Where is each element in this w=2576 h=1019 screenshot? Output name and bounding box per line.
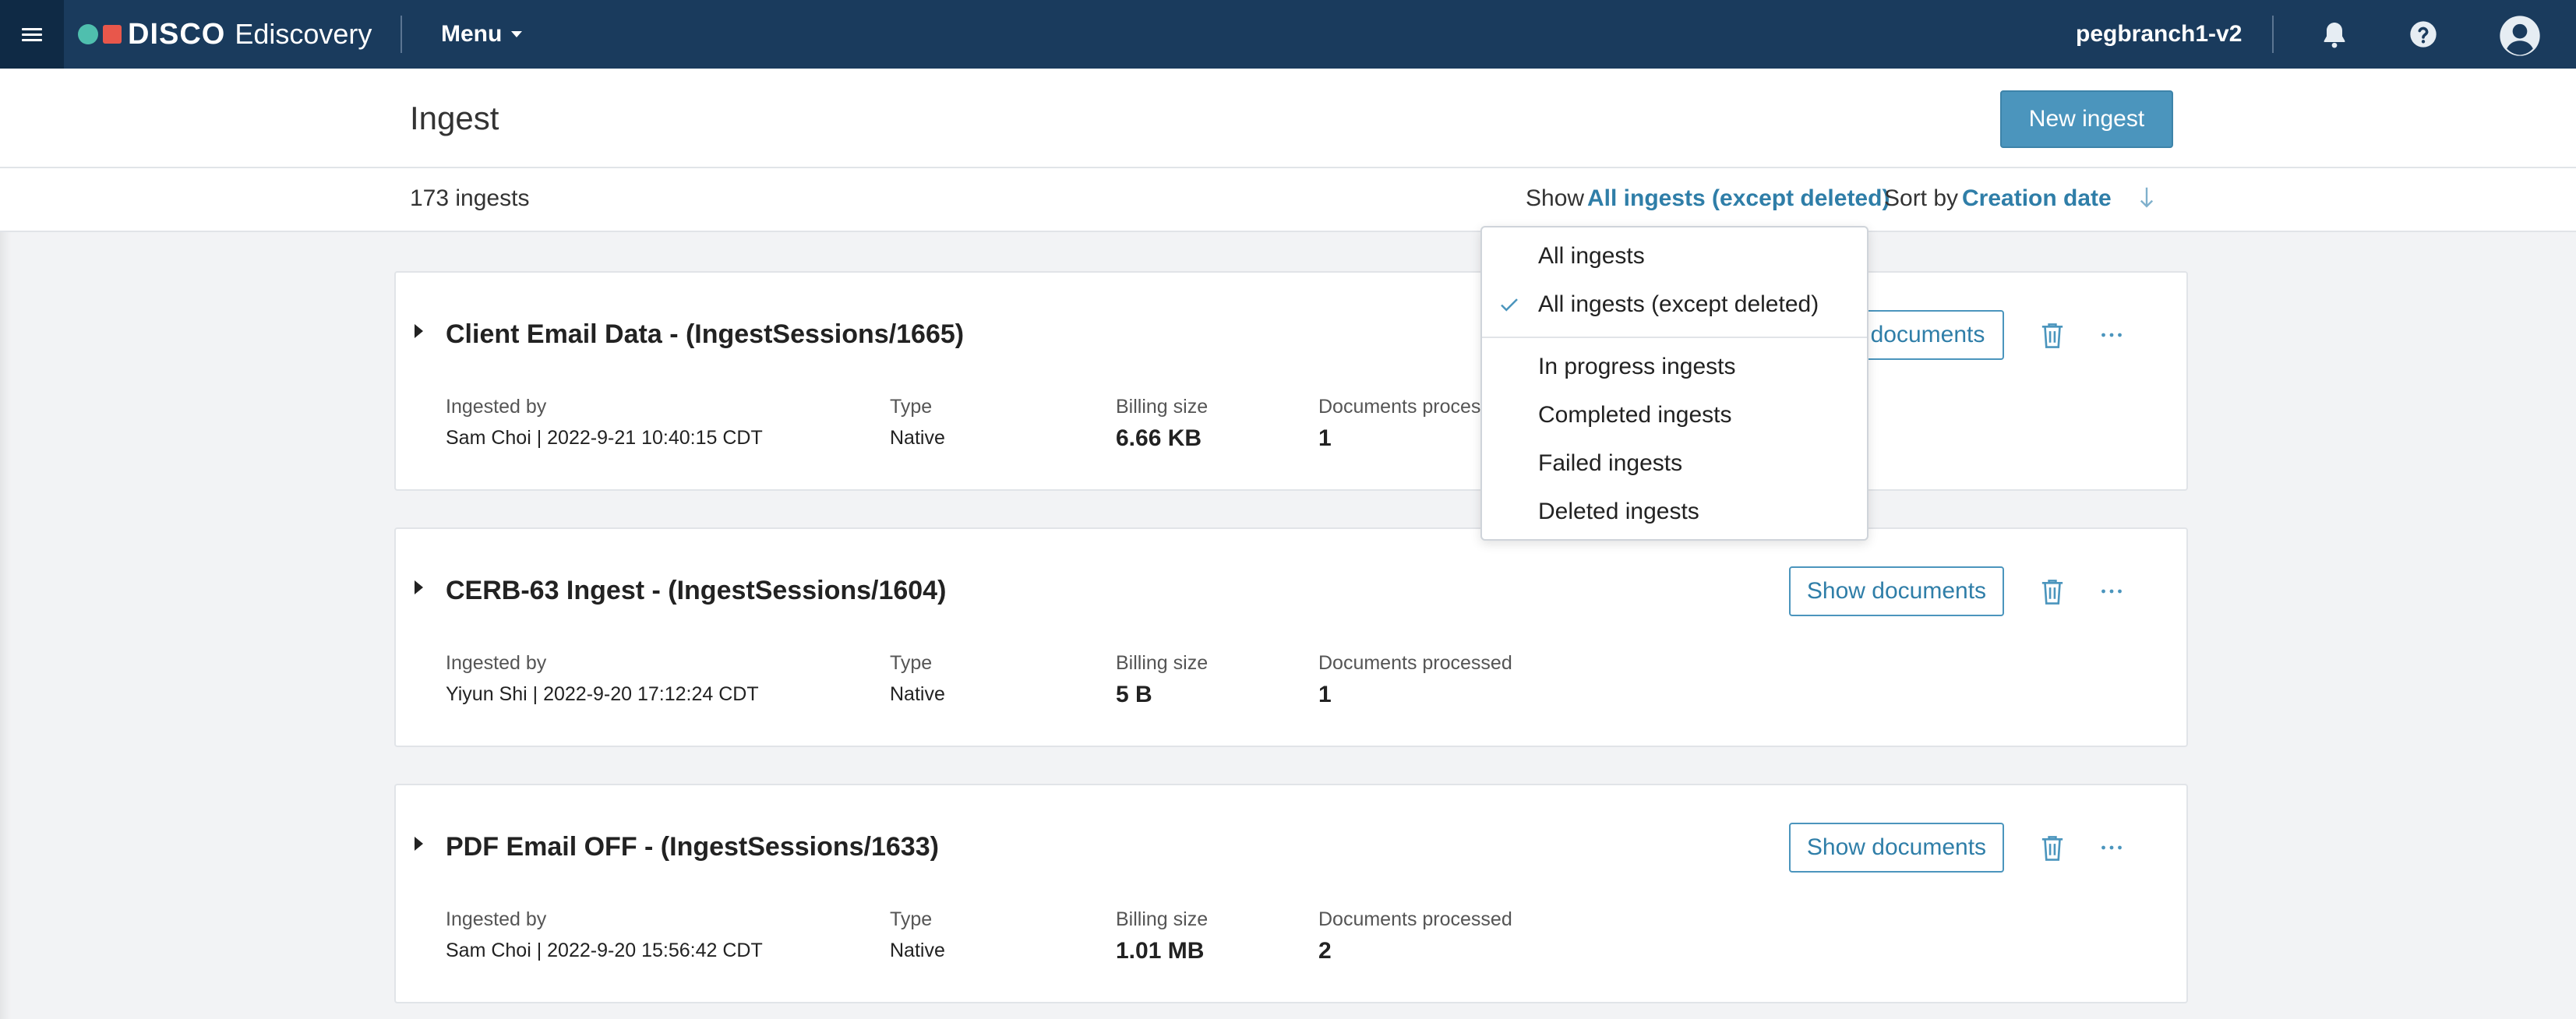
billing-size-label: Billing size xyxy=(1116,652,1209,674)
type-value: Native xyxy=(890,683,945,705)
trash-icon[interactable] xyxy=(2038,321,2066,351)
documents-processed-value: 1 xyxy=(1318,682,1332,707)
ingest-card: CERB-63 Ingest - (IngestSessions/1604) I… xyxy=(394,527,2188,747)
workspace-name[interactable]: pegbranch1-v2 xyxy=(2076,21,2243,47)
menu-item-completed-ingests[interactable]: Completed ingests xyxy=(1538,402,1732,428)
billing-size-value: 6.66 KB xyxy=(1116,425,1202,451)
ingested-by-value: Sam Choi | 2022-9-21 10:40:15 CDT xyxy=(446,427,763,449)
show-documents-button[interactable]: Show documents xyxy=(1789,823,2004,873)
type-value: Native xyxy=(890,940,945,961)
more-horizontal-icon[interactable] xyxy=(2098,577,2126,605)
menu-divider xyxy=(1482,337,1867,338)
check-icon xyxy=(1501,298,1518,312)
ingested-by-label: Ingested by xyxy=(446,396,547,418)
documents-processed-label: Documents processed xyxy=(1318,908,1512,930)
ingested-by-value: Yiyun Shi | 2022-9-20 17:12:24 CDT xyxy=(446,683,759,705)
ingest-card: PDF Email OFF - (IngestSessions/1633) In… xyxy=(394,784,2188,1003)
documents-processed-label: Documents process xyxy=(1318,396,1491,418)
ingest-title[interactable]: PDF Email OFF - (IngestSessions/1633) xyxy=(446,832,939,862)
account-icon[interactable] xyxy=(2498,14,2542,58)
page-edge-shadow xyxy=(0,69,11,1019)
chevron-right-icon[interactable] xyxy=(415,837,423,851)
show-documents-label: documents xyxy=(1870,322,1985,347)
ingested-by-label: Ingested by xyxy=(446,908,547,930)
ingested-by-label: Ingested by xyxy=(446,652,547,674)
show-filter-label: Show xyxy=(1526,185,1585,211)
type-value: Native xyxy=(890,427,945,449)
menu-item-failed-ingests[interactable]: Failed ingests xyxy=(1538,450,1683,476)
caret-down-icon xyxy=(511,31,523,37)
ingest-count: 173 ingests xyxy=(410,185,530,211)
product-name: Ediscovery xyxy=(235,18,372,50)
ingested-by-value: Sam Choi | 2022-9-20 15:56:42 CDT xyxy=(446,940,763,961)
page-header: Ingest New ingest xyxy=(0,69,2576,168)
logo-dot xyxy=(78,24,98,44)
billing-size-value: 5 B xyxy=(1116,682,1152,707)
sort-field-dropdown[interactable]: Creation date xyxy=(1962,185,2112,211)
documents-processed-value: 2 xyxy=(1318,938,1332,964)
divider xyxy=(2272,16,2274,53)
type-label: Type xyxy=(890,908,933,930)
show-filter-menu: All ingests All ingests (except deleted)… xyxy=(1480,226,1868,541)
brand-name: DISCO xyxy=(128,17,226,51)
billing-size-value: 1.01 MB xyxy=(1116,938,1205,964)
documents-processed-label: Documents processed xyxy=(1318,652,1512,674)
billing-size-label: Billing size xyxy=(1116,908,1209,930)
main-menu-button[interactable]: Menu xyxy=(441,17,523,51)
billing-size-label: Billing size xyxy=(1116,396,1209,418)
trash-icon[interactable] xyxy=(2038,577,2066,607)
hamburger-icon[interactable] xyxy=(0,0,64,69)
documents-processed-value: 1 xyxy=(1318,425,1332,451)
menu-item-all-ingests-except-deleted[interactable]: All ingests (except deleted) xyxy=(1538,291,1819,317)
app-logo[interactable]: DISCO Ediscovery xyxy=(78,14,372,55)
bell-icon[interactable] xyxy=(2319,19,2350,50)
menu-item-deleted-ingests[interactable]: Deleted ingests xyxy=(1538,499,1699,524)
show-filter-dropdown[interactable]: All ingests (except deleted) xyxy=(1587,185,1890,211)
divider xyxy=(401,16,402,53)
ingest-title[interactable]: Client Email Data - (IngestSessions/1665… xyxy=(446,319,965,349)
menu-label: Menu xyxy=(441,21,503,47)
filter-bar: 173 ingests Show All ingests (except del… xyxy=(0,168,2576,232)
menu-item-in-progress-ingests[interactable]: In progress ingests xyxy=(1538,354,1736,379)
sort-label: Sort by xyxy=(1884,185,1959,211)
arrow-down-icon[interactable] xyxy=(2135,184,2158,212)
trash-icon[interactable] xyxy=(2038,834,2066,863)
type-label: Type xyxy=(890,396,933,418)
top-nav-bar: DISCO Ediscovery Menu pegbranch1-v2 xyxy=(0,0,2576,69)
new-ingest-button[interactable]: New ingest xyxy=(2000,90,2173,148)
logo-square xyxy=(103,25,122,44)
chevron-right-icon[interactable] xyxy=(415,324,423,338)
page-title: Ingest xyxy=(410,100,499,136)
more-horizontal-icon[interactable] xyxy=(2098,321,2126,349)
chevron-right-icon[interactable] xyxy=(415,580,423,594)
more-horizontal-icon[interactable] xyxy=(2098,834,2126,862)
help-icon[interactable] xyxy=(2408,19,2439,50)
type-label: Type xyxy=(890,652,933,674)
ingest-title[interactable]: CERB-63 Ingest - (IngestSessions/1604) xyxy=(446,576,947,605)
menu-item-all-ingests[interactable]: All ingests xyxy=(1538,243,1645,269)
show-documents-button[interactable]: Show documents xyxy=(1789,566,2004,616)
ingest-card: Client Email Data - (IngestSessions/1665… xyxy=(394,271,2188,491)
